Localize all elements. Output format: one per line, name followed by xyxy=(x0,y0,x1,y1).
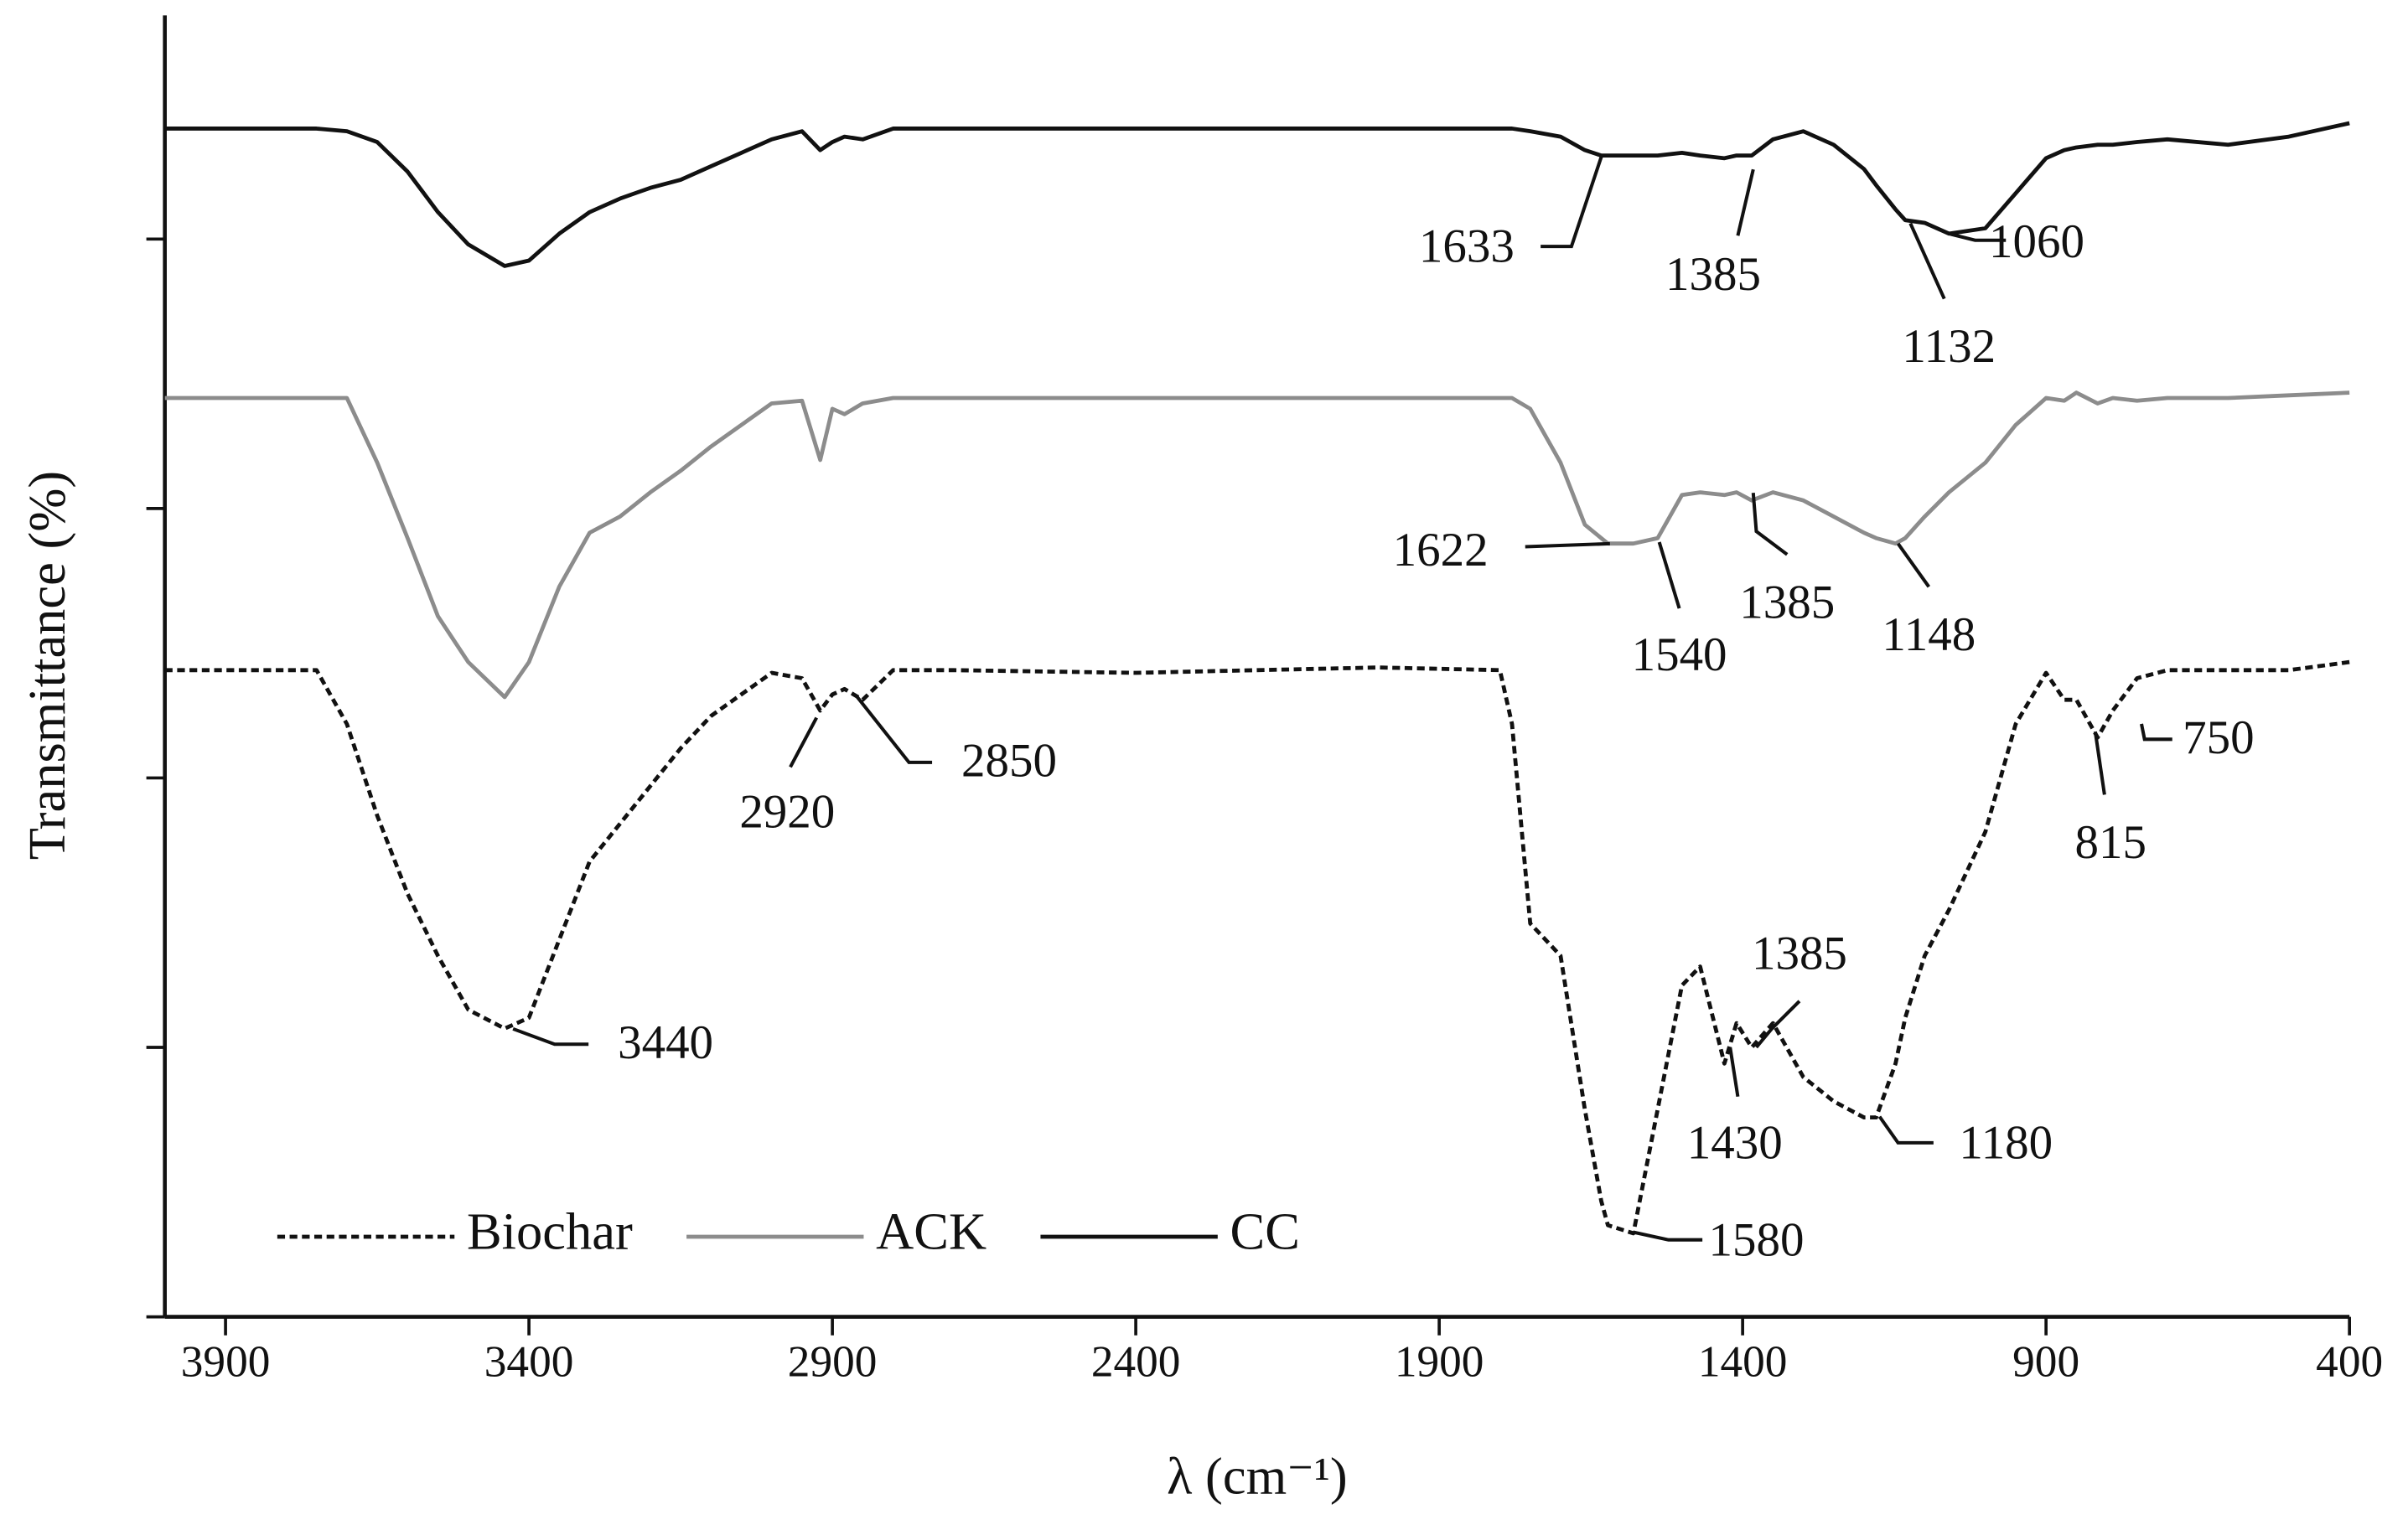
annotation-leader xyxy=(855,695,933,764)
annotation-leader xyxy=(1751,493,1789,556)
annotation: 1633 xyxy=(1419,220,1515,273)
annotation: 1385 xyxy=(1665,248,1761,301)
annotation-leader xyxy=(1950,232,2007,242)
x-tick-label: 3900 xyxy=(181,1337,271,1387)
annotation: 1180 xyxy=(1959,1116,2053,1169)
annotation: 1580 xyxy=(1709,1213,1805,1266)
x-tick-label: 1900 xyxy=(1395,1337,1484,1387)
annotation: 1060 xyxy=(1989,215,2084,268)
x-tick-label: 2900 xyxy=(788,1337,878,1387)
annotation: 1540 xyxy=(1632,628,1727,681)
annotation-leader xyxy=(1541,153,1604,249)
annotation-leader xyxy=(1908,222,1946,300)
x-tick-label: 2400 xyxy=(1091,1337,1181,1387)
annotation-leader xyxy=(1877,1115,1934,1145)
annotation-leader xyxy=(1736,168,1755,236)
annotation: 815 xyxy=(2075,816,2146,869)
legend-label: CC xyxy=(1230,1202,1300,1260)
x-axis-label: λ (cm⁻¹) xyxy=(1167,1447,1348,1506)
x-tick-label: 900 xyxy=(2012,1337,2079,1387)
spectrum-line xyxy=(164,390,2350,700)
x-tick-label: 3400 xyxy=(484,1337,574,1387)
spectrum-line xyxy=(164,121,2350,268)
legend-label: Biochar xyxy=(467,1202,633,1260)
spectrum-line xyxy=(164,659,2350,1236)
annotation-leader xyxy=(1896,542,1930,588)
x-tick-label: 1400 xyxy=(1698,1337,1788,1387)
annotation-leader xyxy=(1632,1230,1703,1242)
annotation-leader xyxy=(512,1026,589,1047)
x-tick-label: 400 xyxy=(2316,1337,2383,1387)
annotation-leader xyxy=(1754,1000,1801,1049)
annotation-leader xyxy=(1657,541,1681,609)
annotation-leader xyxy=(2140,723,2172,742)
annotation: 2920 xyxy=(739,785,835,838)
annotation: 1132 xyxy=(1902,320,1996,373)
annotation: 750 xyxy=(2183,711,2254,764)
annotation: 1385 xyxy=(1739,576,1835,628)
annotation: 1148 xyxy=(1882,608,1976,661)
annotation-leader xyxy=(789,716,818,768)
annotation: 1622 xyxy=(1393,524,1489,576)
y-axis-label: Transmittance (%) xyxy=(18,471,76,860)
annotation: 2850 xyxy=(961,735,1057,788)
annotation: 1385 xyxy=(1752,927,1847,980)
annotation-leader xyxy=(2093,731,2106,795)
annotation: 1430 xyxy=(1687,1116,1783,1169)
annotation-leader xyxy=(1525,541,1610,549)
annotation: 3440 xyxy=(618,1016,713,1069)
annotation-leader xyxy=(1728,1047,1740,1098)
legend-label: ACK xyxy=(876,1202,987,1260)
